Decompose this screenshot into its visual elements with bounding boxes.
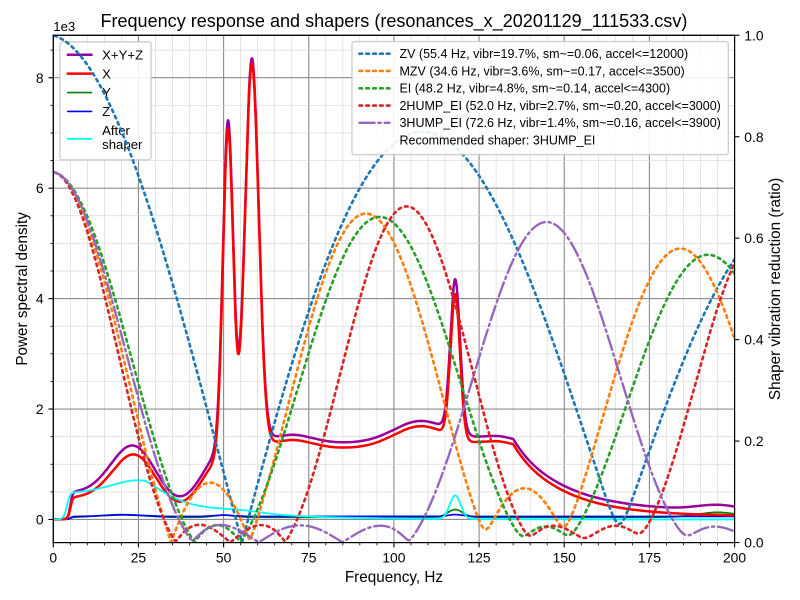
svg-text:1e3: 1e3 <box>53 19 75 34</box>
svg-text:0: 0 <box>49 549 57 565</box>
svg-text:100: 100 <box>382 549 405 565</box>
svg-text:75: 75 <box>301 549 317 565</box>
svg-text:Power spectral density: Power spectral density <box>14 212 31 366</box>
svg-text:8: 8 <box>36 70 44 86</box>
svg-text:ZV (55.4 Hz, vibr=19.7%, sm~=0: ZV (55.4 Hz, vibr=19.7%, sm~=0.06, accel… <box>399 47 688 61</box>
svg-text:Z: Z <box>102 104 110 119</box>
svg-text:Frequency, Hz: Frequency, Hz <box>345 569 443 586</box>
svg-text:X: X <box>102 66 111 81</box>
svg-text:0.4: 0.4 <box>744 332 764 348</box>
svg-text:X+Y+Z: X+Y+Z <box>102 47 143 62</box>
svg-text:EI (48.2 Hz, vibr=4.8%, sm~=0.: EI (48.2 Hz, vibr=4.8%, sm~=0.14, accel<… <box>399 82 670 96</box>
svg-text:shaper: shaper <box>102 137 143 152</box>
svg-text:0.6: 0.6 <box>744 230 764 246</box>
svg-text:150: 150 <box>553 549 576 565</box>
svg-text:2HUMP_EI (52.0 Hz, vibr=2.7%,: 2HUMP_EI (52.0 Hz, vibr=2.7%, sm~=0.20, … <box>399 99 720 113</box>
svg-text:0.0: 0.0 <box>744 535 764 551</box>
svg-text:6: 6 <box>36 180 44 196</box>
svg-text:Frequency response and shapers: Frequency response and shapers (resonanc… <box>100 11 687 32</box>
svg-text:MZV (34.6 Hz, vibr=3.6%, sm~=0: MZV (34.6 Hz, vibr=3.6%, sm~=0.17, accel… <box>399 64 684 78</box>
svg-text:125: 125 <box>468 549 491 565</box>
svg-text:200: 200 <box>723 549 746 565</box>
svg-text:1.0: 1.0 <box>744 27 764 43</box>
svg-text:After: After <box>102 123 130 138</box>
svg-text:2: 2 <box>36 401 44 417</box>
svg-text:25: 25 <box>131 549 147 565</box>
svg-text:0: 0 <box>36 512 44 528</box>
svg-text:0.2: 0.2 <box>744 433 764 449</box>
svg-text:175: 175 <box>638 549 661 565</box>
svg-text:0.8: 0.8 <box>744 129 764 145</box>
svg-text:50: 50 <box>216 549 232 565</box>
svg-text:4: 4 <box>36 291 44 307</box>
svg-text:3HUMP_EI (72.6 Hz, vibr=1.4%,: 3HUMP_EI (72.6 Hz, vibr=1.4%, sm~=0.16, … <box>399 116 720 130</box>
svg-text:Recommended shaper: 3HUMP_EI: Recommended shaper: 3HUMP_EI <box>399 133 595 147</box>
svg-text:Shaper vibration reduction (ra: Shaper vibration reduction (ratio) <box>767 178 784 400</box>
